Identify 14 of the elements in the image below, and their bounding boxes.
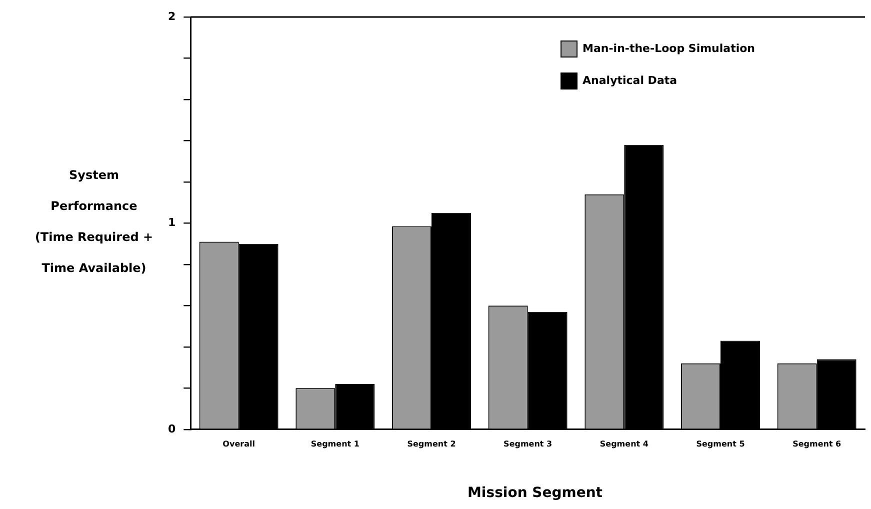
x-tick-label: Segment 3 xyxy=(504,439,552,448)
x-tick-label: Segment 6 xyxy=(792,439,842,448)
text: System Performance (Time Required + Time Available) xyxy=(34,168,154,275)
x-tick-label: Overall xyxy=(222,439,256,448)
legend-label: Man-in-the-Loop Simulation xyxy=(582,42,756,55)
y-tick-label: 0 xyxy=(168,422,176,436)
y-tick-label: 1 xyxy=(168,216,176,230)
x-tick-label: Segment 1 xyxy=(310,439,360,448)
x-tick-label: Segment 5 xyxy=(696,439,746,448)
y-tick-label: 2 xyxy=(168,10,176,23)
legend-label: Analytical Data xyxy=(582,74,678,87)
x-tick-label: Segment 2 xyxy=(407,439,456,448)
x-axis-title: Mission Segment xyxy=(466,485,604,501)
x-tick-label: Segment 4 xyxy=(600,439,649,448)
